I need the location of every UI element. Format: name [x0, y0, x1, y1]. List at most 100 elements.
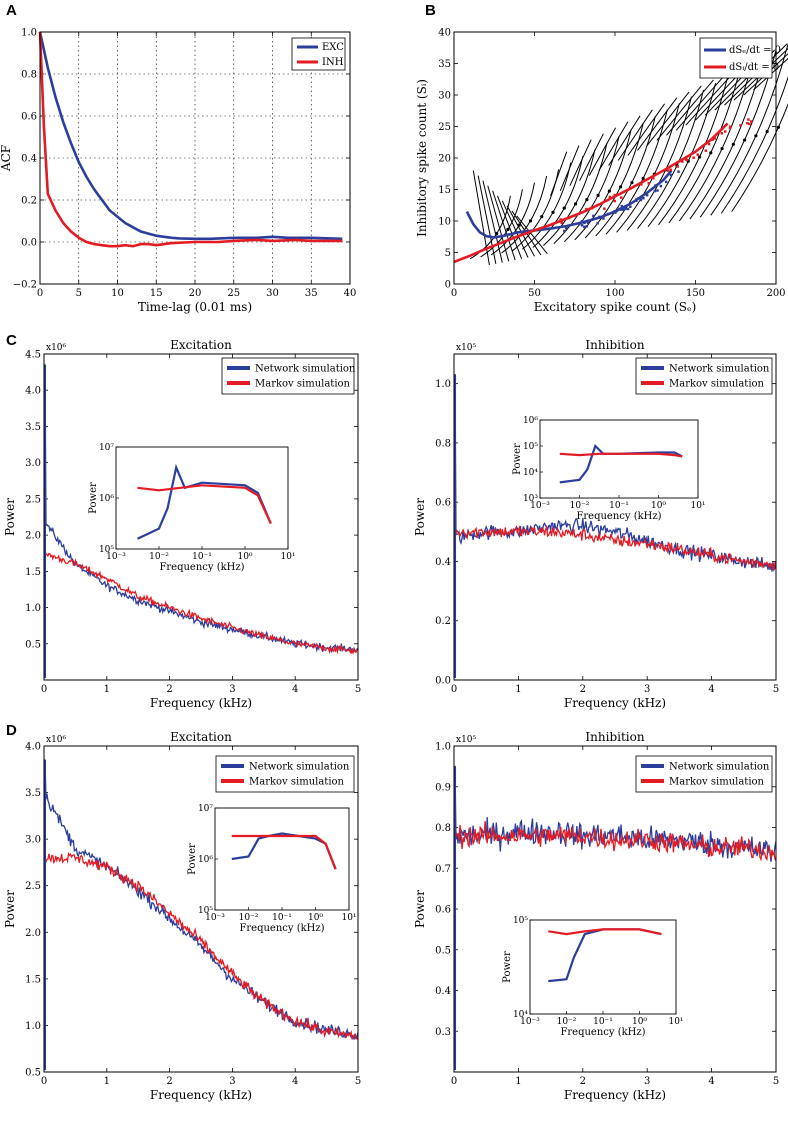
plot-frame: [453, 31, 777, 285]
inset-x-tick-label: 10⁻²: [570, 501, 590, 511]
inset-y-tick-label: 10⁵: [198, 906, 213, 916]
y-tick-label: 0.4: [435, 986, 451, 997]
y-tick-label: 1.5: [25, 567, 41, 578]
chart-A: 0 5 10 15 20 25 30 35 40 −0.2 0.0 0.2 0.4 0.6 0.8 1.0 Ti…: [0, 28, 356, 315]
x-tick-label: 0: [451, 1076, 457, 1087]
chart-title: Excitation: [170, 338, 232, 352]
flow-arrow: [765, 129, 769, 134]
y-tick-label: 0.6: [435, 498, 451, 509]
inset-x-tick-label: 10⁻²: [239, 913, 259, 923]
x-tick-label: 0: [41, 684, 47, 695]
legend-box: [215, 755, 355, 793]
nullcline-point: [619, 208, 623, 211]
nullcline-point: [602, 217, 605, 220]
nullcline-point: [563, 229, 566, 233]
x-tick-label: 3: [644, 1076, 650, 1087]
nullcline-point: [645, 193, 649, 197]
nullcline-point: [748, 122, 751, 126]
y-tick-label: 40: [438, 28, 451, 39]
panel-letter: B: [425, 2, 436, 19]
nullcline-point: [659, 184, 663, 188]
flow-line: [516, 215, 548, 255]
inset-frame: [539, 419, 699, 499]
y-tick-label: 0.8: [435, 438, 451, 449]
nullcline-point: [613, 199, 616, 203]
inset-y-tick-label: 10⁵: [99, 545, 114, 555]
legend: EXC INH: [291, 37, 346, 71]
nullcline-point: [585, 225, 589, 228]
flow-line: [666, 79, 714, 136]
nullcline-point: [669, 168, 672, 172]
flow-line: [753, 57, 788, 91]
nullcline-point: [583, 221, 586, 225]
panel-letter: A: [6, 2, 17, 19]
plot-frame: [43, 745, 359, 1073]
x-tick-label: 3: [644, 684, 650, 695]
legend-entry: Network simulation: [249, 762, 350, 773]
legend-entry: Network simulation: [669, 762, 770, 773]
y-tick-label: 20: [438, 154, 451, 165]
nullcline-point: [614, 211, 617, 214]
series-markov-simulation: [43, 549, 359, 655]
inset-x-tick-label: 10¹: [668, 1017, 683, 1027]
nullcline-point: [664, 180, 668, 184]
nullcline-point: [707, 142, 711, 146]
nullcline-point: [739, 124, 742, 127]
x-tick-label: 5: [355, 1076, 361, 1087]
nullcline-point: [651, 176, 655, 180]
y-scale-label: x10⁵: [456, 735, 477, 745]
flow-line: [569, 139, 592, 186]
nullcline-point: [692, 156, 695, 159]
nullcline-point: [612, 195, 615, 199]
y-tick-label: 1.5: [25, 974, 41, 985]
x-tick-label: 2: [580, 684, 586, 695]
legend-box: [699, 37, 773, 79]
nullcline-point: [583, 225, 586, 229]
y-axis-label: Power: [413, 498, 427, 536]
x-tick-label: 3: [229, 1076, 235, 1087]
inset-x-tick-label: 10⁻³: [530, 501, 550, 511]
inset-x-tick-label: 10⁻³: [205, 913, 225, 923]
x-tick-label: 150: [686, 288, 705, 299]
nullcline-point: [581, 220, 585, 224]
inset-markov-line: [137, 484, 272, 524]
inset-x-tick-label: 10⁻³: [520, 1017, 540, 1027]
flow-line: [598, 121, 629, 171]
x-axis-label: Frequency (kHz): [150, 1088, 252, 1102]
nullcline-point: [608, 195, 612, 199]
flow-line: [522, 162, 572, 250]
y-tick-label: 0: [445, 280, 451, 291]
chart-D-inh: 0 1 2 3 4 5 0.3 0.4 0.5 0.6 0.7 0.8 0.9 1.0 Frequency …: [413, 730, 779, 1102]
chart-C-inh: 0 1 2 3 4 5 0.0 0.2 0.4 0.6 0.8 1.0 Frequency (kHz) P…: [413, 338, 779, 710]
flow-arrow: [528, 219, 533, 223]
x-tick-label: 5: [355, 684, 361, 695]
y-tick-label: 5: [445, 248, 451, 259]
inset-x-label: Frequency (kHz): [239, 923, 324, 934]
x-tick-label: 50: [528, 288, 541, 299]
y-tick-label: 0.5: [435, 945, 451, 956]
nullcline-point: [551, 222, 554, 226]
x-tick-label: 0: [451, 288, 457, 299]
inset-y-tick-label: 10⁵: [523, 442, 538, 452]
y-scale-label: x10⁶: [46, 735, 67, 745]
x-tick-label: 4: [708, 684, 714, 695]
x-tick-label: 15: [150, 288, 163, 299]
y-tick-label: 15: [438, 185, 451, 196]
y-tick-label: 30: [438, 91, 451, 102]
inset-C-inh: 10⁻³ 10⁻² 10⁻¹ 10⁰ 10¹ 10³ 10⁴ 10⁵ 10⁶ Frequency …: [512, 416, 706, 522]
inset-x-tick-label: 10⁰: [237, 552, 252, 562]
legend-entry: INH: [322, 57, 344, 68]
y-axis-label: Power: [3, 890, 17, 928]
panel-letter: D: [6, 722, 17, 739]
flow-arrow: [506, 227, 510, 231]
nullcline-point: [639, 198, 643, 202]
inset-y-tick-label: 10⁶: [198, 855, 213, 865]
flow-arrow: [630, 180, 634, 185]
inset-x-tick-label: 10⁰: [651, 501, 666, 511]
y-scale-label: x10⁵: [456, 343, 477, 353]
y-axis-label: Power: [413, 890, 427, 928]
nullcline-point: [580, 224, 584, 227]
flow-line: [617, 109, 653, 161]
y-axis-label: Inhibitory spike count (Sᵢ): [415, 79, 429, 237]
nullcline-point: [750, 120, 753, 123]
